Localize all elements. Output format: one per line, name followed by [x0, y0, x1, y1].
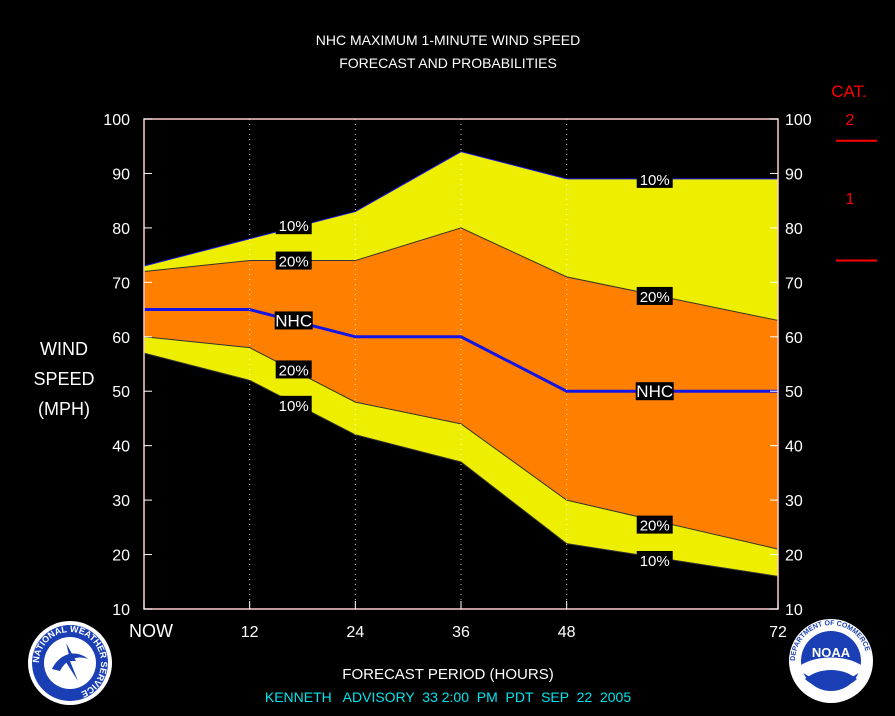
nws-logo: NATIONAL WEATHER SERVICE	[28, 621, 112, 705]
y-tick-label-right: 50	[785, 384, 803, 401]
y-tick-label-left: 10	[112, 602, 130, 619]
annotation-label: 10%	[640, 172, 670, 189]
annotation-label: 20%	[279, 362, 309, 379]
y-tick-label-left: 30	[112, 493, 130, 510]
x-tick-label: 24	[346, 624, 364, 641]
category-label: 2	[846, 112, 855, 129]
y-tick-label-left: 100	[103, 112, 130, 129]
annotation-box	[274, 311, 313, 330]
chart-title-line2: FORECAST AND PROBABILITIES	[339, 55, 557, 71]
series-line-nhc	[144, 308, 778, 393]
y-tick-label-left: 90	[112, 166, 130, 183]
category-header: CAT.	[831, 82, 867, 101]
annotation-label: 20%	[640, 518, 670, 535]
y-tick-label-left: 80	[112, 221, 130, 238]
grid-lines	[249, 119, 568, 609]
y-tick-label-left: 70	[112, 275, 130, 292]
y-tick-label-right: 80	[785, 221, 803, 238]
advisory-footer: KENNETH ADVISORY 33 2:00 PM PDT SEP 22 2…	[265, 689, 631, 705]
y-tick-label-left: 60	[112, 330, 130, 347]
annotation-box	[635, 382, 674, 401]
x-tick-label: NOW	[129, 621, 173, 641]
y-tick-label-left: 40	[112, 439, 130, 456]
series-line-upper-20	[143, 227, 779, 321]
y-tick-label-right: 100	[785, 112, 812, 129]
y-tick-label-right: 40	[785, 439, 803, 456]
annotation-label: 10%	[279, 398, 309, 415]
y-tick-label-right: 10	[785, 602, 803, 619]
y-axis-label-line1: WIND	[40, 339, 88, 359]
y-tick-label-right: 30	[785, 493, 803, 510]
y-tick-label-right: 70	[785, 275, 803, 292]
x-tick-label: 72	[769, 624, 787, 641]
y-axis-label-line3: (MPH)	[38, 399, 90, 419]
annotation-box	[275, 251, 312, 270]
y-tick-label-right: 60	[785, 330, 803, 347]
annotation-box	[636, 169, 673, 188]
y-axis-right: 10 20 30 40 50 60 70 80 90 100	[770, 112, 812, 619]
annotation-label: 20%	[640, 289, 670, 306]
annotation-label: 10%	[279, 218, 309, 235]
series-line-upper-10	[143, 151, 778, 267]
y-tick-label-left: 20	[112, 548, 130, 565]
annotation-box	[636, 551, 673, 569]
y-axis-left: 10 20 30 40 50 60 70 80 90 100	[103, 112, 152, 619]
series-line-lower-20	[143, 336, 779, 550]
annotation-box	[636, 515, 673, 534]
x-axis-label: FORECAST PERIOD (HOURS)	[342, 666, 553, 683]
annotation-label: 20%	[279, 254, 309, 271]
series-line-lower-10	[143, 352, 779, 577]
annotation-box	[275, 360, 312, 379]
x-axis: NOW 12 24 36 48 72	[129, 601, 787, 641]
y-tick-label-right: 20	[785, 548, 803, 565]
category-scale: 21	[836, 112, 877, 262]
annotation-label: 10%	[640, 553, 670, 570]
noaa-logo-text: NOAA	[812, 645, 851, 660]
x-tick-label: 48	[558, 624, 576, 641]
noaa-logo: NOAA DEPARTMENT OF COMMERCE	[789, 619, 873, 703]
band-20-percent	[144, 227, 778, 550]
category-label: 1	[846, 191, 855, 208]
y-tick-label-right: 90	[785, 166, 803, 183]
annotation-label: NHC	[636, 382, 673, 401]
x-tick-label: 36	[452, 624, 470, 641]
y-tick-label-left: 50	[112, 384, 130, 401]
annotation-box	[636, 286, 673, 305]
annotation-label: NHC	[275, 311, 312, 330]
annotation-box	[275, 216, 312, 235]
series-annotations: 10% 20% NHC 20% 10% 10% 20% NHC 20% 10%	[274, 169, 674, 570]
x-tick-label: 12	[241, 624, 259, 641]
annotation-box	[275, 395, 312, 414]
y-axis-label-line2: SPEED	[33, 369, 94, 389]
chart-title-line1: NHC MAXIMUM 1-MINUTE WIND SPEED	[316, 32, 580, 48]
